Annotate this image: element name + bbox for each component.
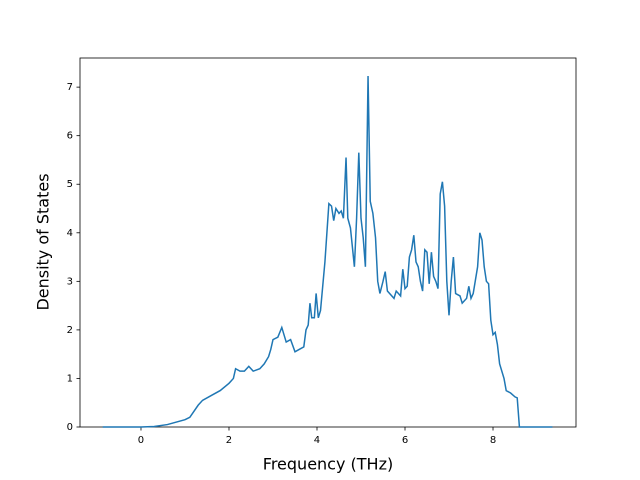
y-tick-label: 0 [67,422,73,433]
x-axis-label: Frequency (THz) [263,455,393,474]
y-tick-label: 5 [67,179,73,190]
x-tick-label: 2 [226,435,232,446]
y-tick-label: 1 [67,373,73,384]
line [102,75,553,428]
y-tick-label: 6 [67,131,73,142]
x-tick-label: 0 [138,435,144,446]
y-axis-label: Density of States [34,173,53,310]
y-tick-label: 7 [67,82,73,93]
x-tick-label: 6 [402,435,408,446]
x-tick-label: 8 [490,435,496,446]
y-tick-label: 4 [67,228,73,239]
plot-frame [79,57,577,428]
x-tick-label: 4 [314,435,320,446]
y-tick-label: 2 [67,325,73,336]
y-tick-label: 3 [67,276,73,287]
